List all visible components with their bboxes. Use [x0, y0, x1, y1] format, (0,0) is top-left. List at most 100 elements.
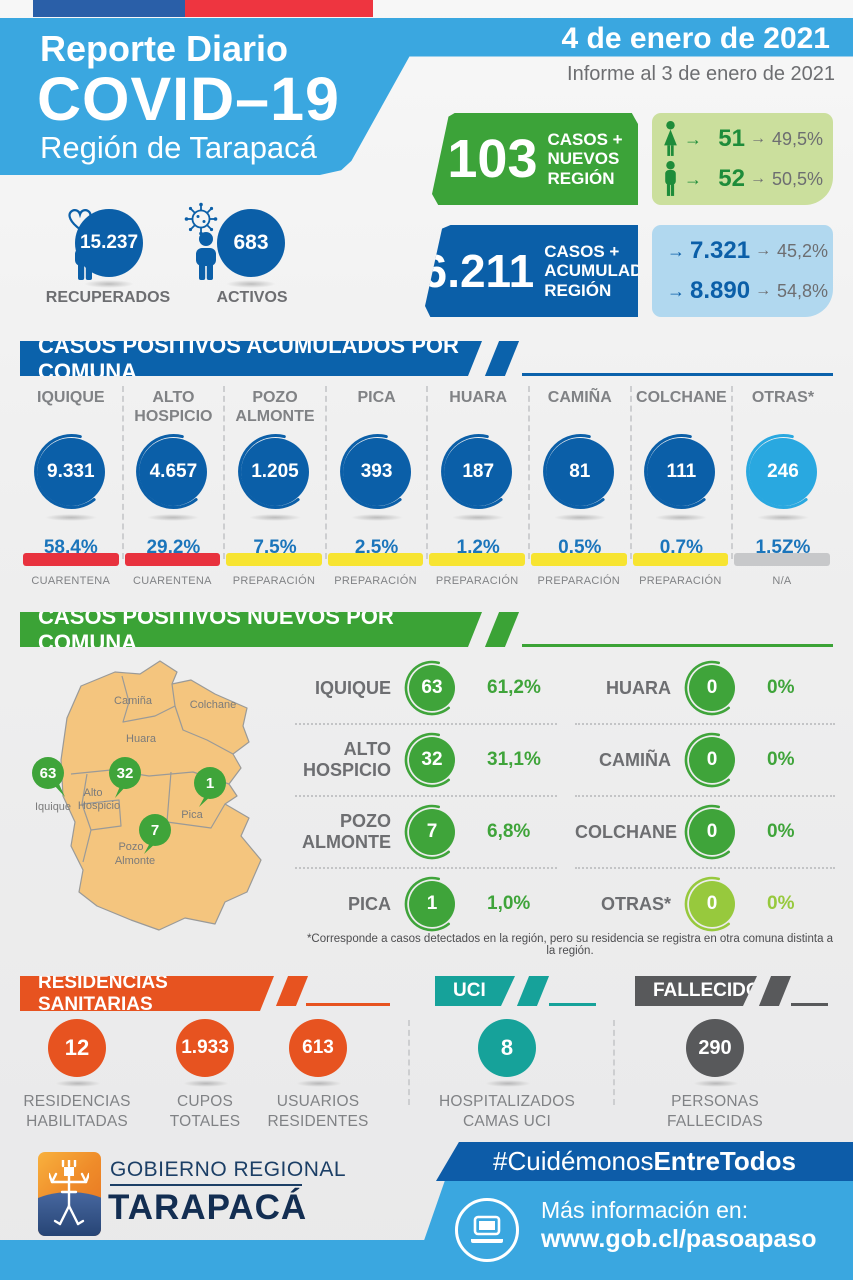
map-label-pica: Pica — [181, 809, 203, 821]
status-bar — [530, 553, 627, 566]
status-bar — [124, 553, 221, 566]
status-bar — [226, 553, 322, 566]
arc-decoration — [684, 732, 730, 788]
new-cases-label-line1: CASOS + — [547, 130, 623, 150]
new-cases-male-value: 52 — [718, 165, 745, 192]
more-info-url[interactable]: www.gob.cl/pasoapaso — [541, 1225, 817, 1253]
uci-circle: 8 — [478, 1019, 536, 1077]
status-cell: PREPARACIÓN — [325, 553, 427, 587]
circle-wrap: 0 — [683, 875, 741, 933]
circle-wrap: 63 — [403, 659, 461, 717]
new-cases-value: 103 — [447, 129, 538, 189]
comuna-value-circle: 1.205 — [240, 438, 309, 506]
female-icon — [664, 121, 677, 156]
status-label: CUARENTENA — [31, 575, 111, 587]
map-pin-value: 1 — [206, 775, 214, 792]
comuna-name: IQUIQUE — [37, 389, 105, 406]
arrow-icon: → — [684, 128, 702, 149]
virus-icon — [184, 202, 218, 236]
new-cases-pct: 1,0% — [487, 893, 531, 914]
arrow-icon: → — [750, 130, 766, 147]
comuna-pct: 1,2% — [456, 537, 500, 558]
footer-hashtag-banner: #Cuidémonos EntreTodos — [436, 1142, 853, 1181]
flag-blue-stripe — [33, 0, 185, 17]
accumulated-section-title: CASOS POSITIVOS ACUMULADOS POR COMUNA — [20, 341, 482, 376]
new-cases-female-row: → 51 → 49,5% — [662, 121, 823, 157]
arc-decoration — [404, 804, 450, 860]
map-pin-iquique: 63 — [32, 757, 65, 797]
comuna-pct: 0,7% — [659, 537, 704, 558]
new-cases-male-pct: 50,5% — [771, 168, 823, 189]
new-cases-label: CASOS + NUEVOS REGIÓN — [548, 130, 623, 187]
fallecidos-label: PERSONAS FALLECIDAS — [667, 1093, 763, 1131]
accumulated-male-pct: 54,8% — [777, 280, 829, 301]
arrow-icon: → — [755, 282, 772, 299]
comuna-column: HUARA 187 1,2% — [426, 386, 528, 559]
circle-wrap: 0 — [683, 659, 741, 717]
comuna-name: PICA — [357, 389, 396, 406]
comuna-circle-wrap: 246 — [743, 432, 823, 512]
status-bar — [632, 553, 729, 566]
status-cell: PREPARACIÓN — [630, 553, 732, 587]
arc-decoration — [404, 660, 450, 716]
new-cases-circle: 1 — [409, 881, 455, 927]
map-label-pozo: Pozo — [118, 841, 143, 853]
status-bars: CUARENTENA CUARENTENA PREPARACIÓN PREPAR… — [20, 553, 833, 587]
person-icon — [196, 232, 216, 280]
new-cases-pct: 0% — [767, 893, 795, 914]
uci-title: UCI — [435, 976, 515, 1006]
new-cases-row: HUARA 0 0% — [575, 653, 835, 723]
status-cell: CUARENTENA — [122, 553, 224, 587]
tarapaca-region-map: Camiña Colchane Huara Alto Hospicio Iqui… — [32, 660, 262, 931]
new-cases-pct: 0% — [767, 821, 795, 842]
cupos-circle: 1.933 — [176, 1019, 234, 1077]
circle-wrap: 0 — [683, 731, 741, 789]
shadow — [693, 1080, 739, 1087]
comuna-circle-wrap: 393 — [337, 432, 417, 512]
divider — [408, 1020, 410, 1105]
new-cases-row: POZO ALMONTE 7 6,8% — [295, 795, 557, 867]
comuna-name: HUARA — [449, 389, 508, 406]
org-name-rule — [110, 1184, 302, 1186]
report-title-big: COVID–19 — [37, 65, 340, 133]
new-cases-label-line3: REGIÓN — [547, 168, 615, 188]
comuna-value-circle: 111 — [647, 438, 716, 506]
arc-decoration — [644, 434, 706, 510]
comuna-circle-wrap: 81 — [540, 432, 620, 512]
new-cases-row: ALTO HOSPICIO 32 31,1% — [295, 723, 557, 795]
hashtag-bold: EntreTodos — [653, 1146, 796, 1176]
shadow — [756, 514, 809, 521]
accumulated-label-line1: CASOS + — [544, 242, 620, 262]
comuna-column: CAMIÑA 81 0,5% — [527, 386, 630, 559]
map-pin-pica: 1 — [194, 767, 226, 807]
arc-decoration — [542, 434, 605, 510]
section-underline — [522, 644, 833, 647]
status-bar — [429, 553, 525, 566]
more-info-label: Más información en: — [541, 1197, 749, 1223]
new-cases-pct: 6,8% — [487, 821, 531, 842]
accumulated-label: CASOS + ACUMULADOS REGIÓN — [544, 242, 638, 299]
shadow — [350, 514, 403, 521]
laptop-icon — [455, 1198, 519, 1262]
map-label-colchane: Colchane — [190, 699, 236, 711]
gobierno-regional-logo — [38, 1152, 101, 1236]
status-label: PREPARACIÓN — [537, 575, 621, 587]
org-name-line1: GOBIERNO REGIONAL — [110, 1158, 347, 1181]
section-underline — [549, 1003, 596, 1006]
cupos-label: CUPOS TOTALES — [169, 1093, 241, 1131]
accumulated-male-row: → 8.890 → 54,8% — [662, 273, 828, 309]
new-cases-row: PICA 1 1,0% — [295, 867, 557, 939]
arc-decoration — [684, 804, 730, 860]
shadow — [485, 1080, 531, 1087]
status-cell: PREPARACIÓN — [223, 553, 325, 587]
status-label: PREPARACIÓN — [334, 575, 417, 587]
arrow-icon: → — [755, 242, 772, 259]
arc-decoration — [33, 434, 96, 510]
slash-decoration — [484, 612, 520, 647]
comuna-name: POZO ALMONTE — [235, 389, 315, 426]
shadow — [84, 280, 134, 288]
map-pin-value: 32 — [117, 765, 134, 782]
comuna-pct: 58,4% — [43, 537, 98, 558]
section-underline — [306, 1003, 390, 1006]
